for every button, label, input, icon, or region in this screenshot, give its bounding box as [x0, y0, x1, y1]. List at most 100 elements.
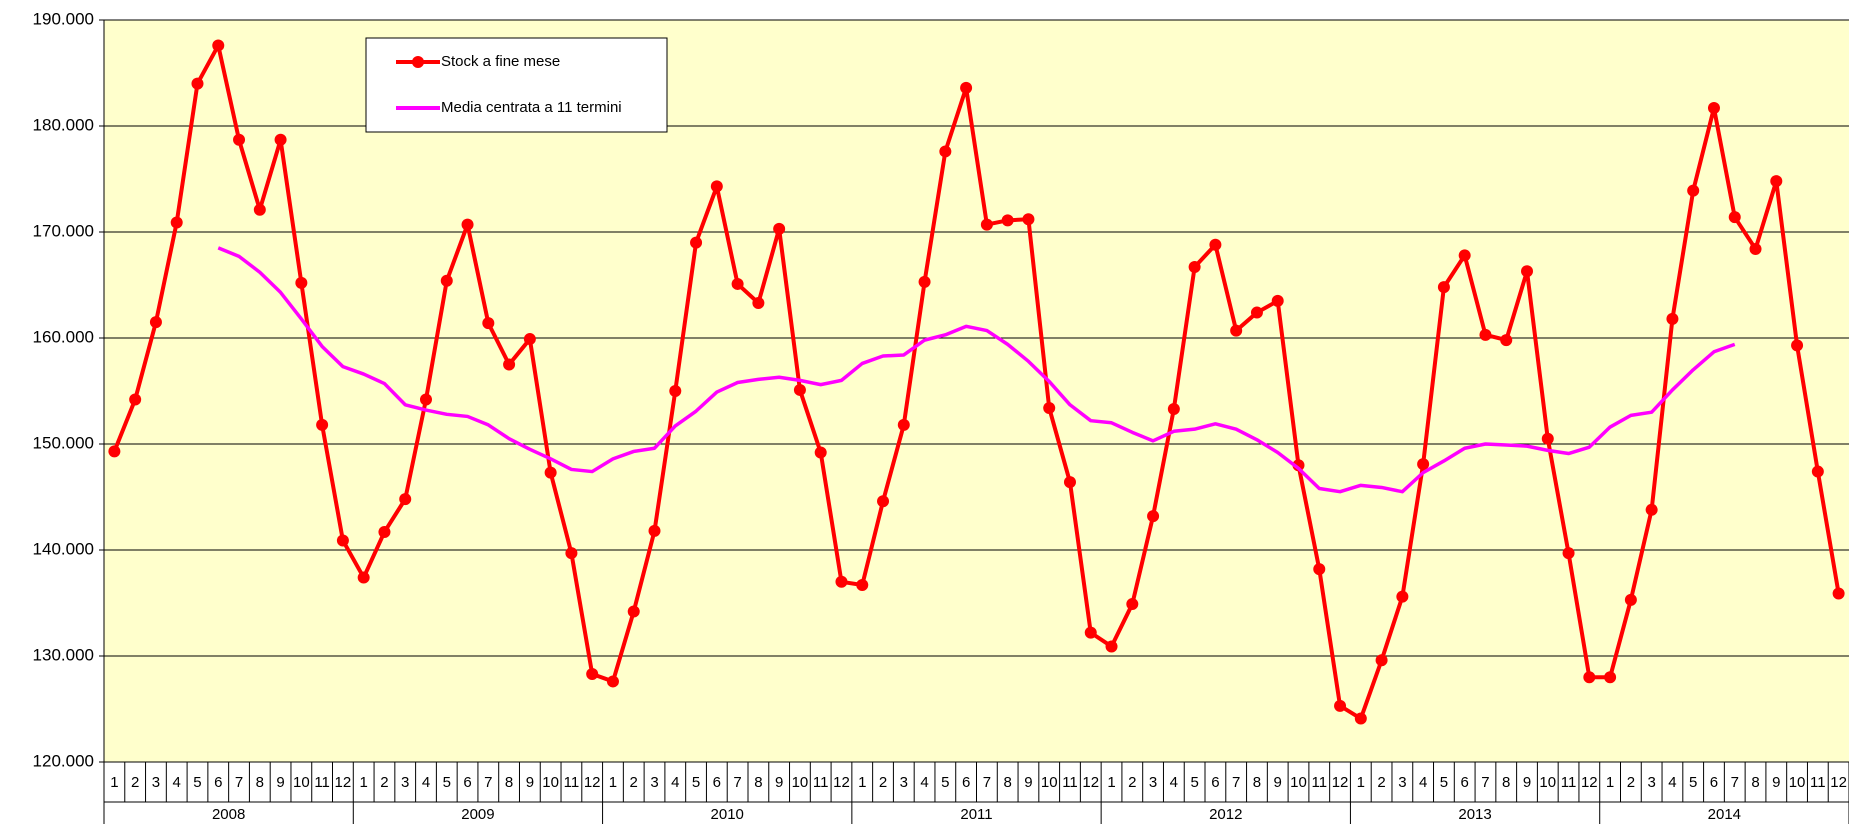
x-tick-label: 7	[1731, 774, 1739, 791]
data-point	[461, 218, 474, 231]
x-tick-label: 6	[962, 774, 970, 791]
data-point	[108, 445, 121, 458]
data-point	[1271, 294, 1284, 307]
x-tick-label: 7	[1232, 774, 1240, 791]
x-tick-label: 1	[1107, 774, 1115, 791]
data-point	[773, 222, 786, 235]
x-tick-label: 12	[584, 774, 601, 791]
x-tick-label: 9	[526, 774, 534, 791]
x-tick-label: 12	[1082, 774, 1099, 791]
x-tick-label: 3	[650, 774, 658, 791]
data-point	[1022, 213, 1035, 226]
data-point	[1354, 712, 1367, 725]
x-tick-label: 2	[1128, 774, 1136, 791]
x-tick-label: 6	[463, 774, 471, 791]
data-point	[440, 274, 453, 287]
data-point	[295, 276, 308, 289]
x-tick-label: 8	[1751, 774, 1759, 791]
x-tick-label: 9	[1523, 774, 1531, 791]
data-point	[1666, 312, 1679, 325]
x-tick-label: 10	[1539, 774, 1556, 791]
data-point	[918, 275, 931, 288]
data-point	[1770, 175, 1783, 188]
data-point	[1375, 654, 1388, 667]
data-point	[752, 297, 765, 310]
legend-label: Media centrata a 11 termini	[441, 99, 622, 116]
data-point	[1521, 265, 1534, 278]
data-point	[1832, 587, 1845, 600]
x-tick-label: 10	[1789, 774, 1806, 791]
x-tick-label: 8	[505, 774, 513, 791]
x-tick-label: 5	[1190, 774, 1198, 791]
data-point	[1147, 510, 1160, 523]
x-tick-label: 2	[1377, 774, 1385, 791]
year-label: 2010	[711, 806, 744, 823]
data-point	[669, 385, 682, 397]
data-point	[731, 277, 744, 290]
data-point	[1541, 432, 1554, 445]
x-tick-label: 9	[775, 774, 783, 791]
data-point	[586, 668, 599, 681]
data-point	[1624, 593, 1637, 606]
x-tick-label: 2	[1627, 774, 1635, 791]
x-tick-label: 8	[1003, 774, 1011, 791]
data-point	[1167, 403, 1180, 416]
data-point	[606, 675, 619, 688]
series-line	[217, 246, 1736, 494]
y-tick-label: 160.000	[33, 327, 94, 346]
x-tick-label: 12	[1830, 774, 1847, 791]
data-point	[1209, 238, 1222, 251]
data-point	[1791, 339, 1804, 352]
legend: Stock a fine mese Media centrata a 11 ter…	[365, 37, 668, 133]
data-point	[149, 316, 162, 329]
x-tick-label: 5	[1440, 774, 1448, 791]
year-label: 2014	[1708, 806, 1741, 823]
x-tick-label: 6	[1710, 774, 1718, 791]
x-tick-label: 11	[813, 774, 829, 791]
x-tick-label: 5	[1689, 774, 1697, 791]
y-tick-label: 150.000	[33, 433, 94, 452]
x-tick-label: 6	[1211, 774, 1219, 791]
legend-marker	[412, 56, 424, 68]
data-point	[378, 525, 391, 538]
x-tick-label: 6	[1461, 774, 1469, 791]
data-point	[1105, 640, 1118, 653]
x-tick-label: 4	[422, 774, 430, 791]
data-point	[1583, 671, 1596, 684]
x-tick-label: 5	[193, 774, 201, 791]
data-point	[523, 333, 536, 346]
x-tick-label: 5	[692, 774, 700, 791]
y-tick-label: 140.000	[33, 539, 94, 558]
x-tick-label: 3	[1398, 774, 1406, 791]
data-point	[1084, 626, 1097, 639]
data-point	[877, 495, 890, 508]
x-tick-label: 9	[1274, 774, 1282, 791]
x-tick-label: 2	[380, 774, 388, 791]
series-line	[112, 43, 1841, 721]
x-tick-label: 11	[1311, 774, 1327, 791]
data-point	[316, 418, 329, 431]
year-label: 2013	[1458, 806, 1491, 823]
x-tick-label: 1	[1357, 774, 1365, 791]
data-point	[710, 180, 723, 193]
x-tick-label: 8	[1502, 774, 1510, 791]
data-point	[648, 524, 661, 537]
data-point	[1230, 324, 1243, 337]
x-tick-label: 4	[1668, 774, 1676, 791]
x-tick-label: 7	[1481, 774, 1489, 791]
x-tick-label: 1	[1606, 774, 1614, 791]
year-label: 2011	[960, 806, 992, 823]
data-point	[980, 218, 993, 231]
x-tick-label: 12	[335, 774, 352, 791]
x-tick-label: 7	[733, 774, 741, 791]
data-point	[1707, 101, 1720, 114]
data-point	[1500, 334, 1513, 347]
x-tick-label: 6	[713, 774, 721, 791]
x-tick-label: 11	[1810, 774, 1826, 791]
x-tick-label: 1	[609, 774, 617, 791]
x-tick-label: 2	[131, 774, 139, 791]
x-tick-label: 6	[214, 774, 222, 791]
y-tick-label: 170.000	[33, 221, 94, 240]
data-point	[233, 133, 246, 146]
x-tick-label: 4	[173, 774, 181, 791]
